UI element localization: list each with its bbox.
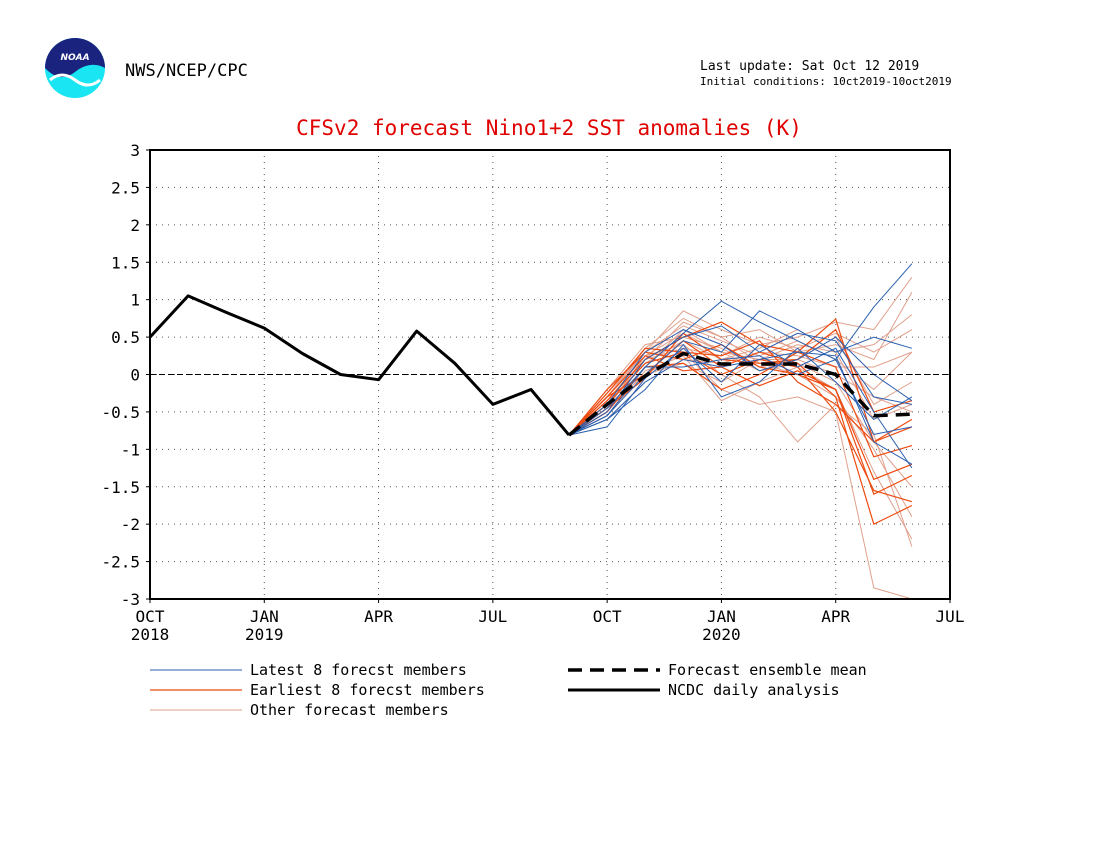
x-tick-label: APR xyxy=(821,607,850,626)
earliest-member-line xyxy=(568,340,913,443)
y-tick-label: -1.5 xyxy=(101,478,140,497)
latest-member-line xyxy=(568,310,913,436)
earliest-member-line xyxy=(568,355,913,481)
ensemble-mean-line xyxy=(567,351,912,437)
chart-title: CFSv2 forecast Nino1+2 SST anomalies (K) xyxy=(296,116,802,140)
legend-label-mean: Forecast ensemble mean xyxy=(668,661,867,679)
x-tick-year-label: 2019 xyxy=(245,625,284,644)
analysis-line xyxy=(148,294,571,437)
y-tick-labels: 3 2.5 2 1.5 1 0.5 0 -0.5 -1 -1.5 -2 -2.5 -3 xyxy=(101,141,140,609)
plot-frame xyxy=(149,149,951,600)
earliest-member-line xyxy=(568,340,913,526)
x-tick-label: JUL xyxy=(478,607,507,626)
y-tick-label: -3 xyxy=(121,590,140,609)
legend: Latest 8 forecst members Earliest 8 forec… xyxy=(150,661,867,719)
x-tick-label: APR xyxy=(364,607,393,626)
ensemble-mean-series xyxy=(567,351,912,437)
x-tick-label: JUL xyxy=(936,607,965,626)
x-tick-year-label: 2020 xyxy=(702,625,741,644)
x-tick-label: JAN xyxy=(250,607,279,626)
y-tick-label: -0.5 xyxy=(101,403,140,422)
x-tick-label: OCT xyxy=(593,607,622,626)
noaa-logo-text: NOAA xyxy=(60,53,89,63)
earliest-member-line xyxy=(568,351,913,503)
legend-label-earliest: Earliest 8 forecst members xyxy=(250,681,485,699)
x-tick-year-label: 2018 xyxy=(131,625,170,644)
latest-member-line xyxy=(568,325,912,436)
y-tick-label: 0 xyxy=(130,366,140,385)
y-tick-label: -2.5 xyxy=(101,553,140,572)
x-tick-label: OCT xyxy=(136,607,165,626)
y-tick-label: -1 xyxy=(121,440,140,459)
y-tick-label: 0.5 xyxy=(111,328,140,347)
x-tick-label: JAN xyxy=(707,607,736,626)
earliest-member-line xyxy=(568,351,913,458)
y-tick-label: 3 xyxy=(130,141,140,160)
y-tick-label: 2 xyxy=(130,216,140,235)
legend-label-other: Other forecast members xyxy=(250,701,449,719)
legend-label-latest: Latest 8 forecst members xyxy=(250,661,467,679)
y-tick-label: 1 xyxy=(130,291,140,310)
latest-members xyxy=(568,263,913,469)
y-tick-label: 1.5 xyxy=(111,253,140,272)
y-tick-label: 2.5 xyxy=(111,178,140,197)
latest-member-line xyxy=(568,263,913,436)
org-label: NWS/NCEP/CPC xyxy=(125,61,248,81)
legend-label-analysis: NCDC daily analysis xyxy=(668,681,840,699)
analysis-series xyxy=(148,294,571,437)
latest-member-line xyxy=(568,343,913,436)
other-member-line xyxy=(568,276,913,436)
noaa-logo: NOAA xyxy=(45,38,105,98)
last-update: Last update: Sat Oct 12 2019 xyxy=(700,59,919,74)
y-tick-label: -2 xyxy=(121,515,140,534)
earliest-member-line xyxy=(568,328,913,436)
initial-conditions: Initial conditions: 10ct2019-10oct2019 xyxy=(700,75,952,88)
